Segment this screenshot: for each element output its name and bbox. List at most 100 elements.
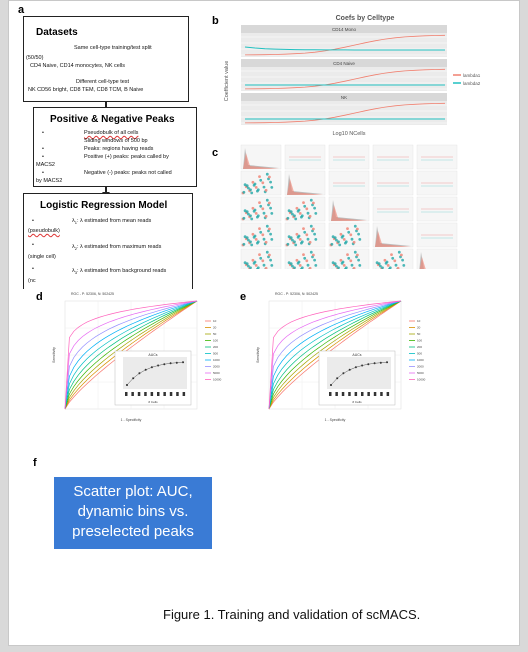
scatter-point (268, 253, 271, 257)
density (243, 153, 279, 169)
inset-tick (150, 392, 154, 396)
roc-curve (268, 300, 402, 410)
scatter-point (305, 233, 309, 237)
datasets-title: Datasets (36, 27, 78, 38)
scatter-point (245, 210, 249, 214)
pairs-cell (284, 222, 326, 248)
scatter-point (258, 227, 261, 230)
pairs-cell (328, 144, 370, 170)
density (419, 257, 426, 269)
scatter-point (247, 238, 250, 242)
scatter-point (357, 232, 360, 236)
peaks-b1: Pseudobulk of all cells (84, 130, 139, 136)
legend-lambda2: lambda2 (463, 81, 481, 86)
scatter-point (342, 238, 346, 241)
scatter-point (335, 264, 338, 268)
inset-tick (176, 392, 179, 396)
scatter-point (259, 178, 263, 182)
scatter-point (247, 264, 250, 268)
datasets-line1: Same cell-type training/test split (74, 45, 152, 51)
peaks-b4b: MACS2 (36, 162, 55, 168)
roc-legend-label: 10000 (417, 378, 426, 382)
datasets-line4: Different cell-type test (76, 79, 130, 85)
roc-curve (64, 300, 198, 410)
roc-curve (268, 300, 402, 410)
peaks-title: Positive & Negative Peaks (50, 114, 175, 125)
scatter-point (293, 240, 296, 244)
scatter-point (377, 262, 381, 266)
scatter-point (306, 263, 310, 267)
roc-curve (268, 300, 402, 410)
inset-tick (373, 392, 377, 396)
scatter-point (295, 232, 299, 236)
scatter-point (250, 217, 254, 221)
scatter-point (264, 240, 268, 244)
pairs-cell (328, 248, 370, 269)
scatter-point (251, 180, 255, 184)
pairs-cell (372, 170, 414, 196)
scatter-point (250, 243, 254, 247)
datasets-line3: CD4 Naive, CD14 monocytes, NK cells (30, 63, 126, 69)
pairs-cell (240, 196, 282, 222)
pairs-cell (416, 248, 458, 269)
coef-chart-xlabel: Log10 NCells (332, 131, 365, 137)
scatter-point (309, 224, 313, 228)
pairs-cell-bg (328, 222, 370, 248)
scatter-point (256, 214, 260, 218)
scatter-point (358, 264, 362, 267)
scatter-point (302, 227, 305, 230)
pairs-cell (240, 248, 282, 269)
bullet: • (42, 154, 44, 160)
facet-strip (241, 93, 447, 101)
scatter-point (337, 266, 340, 269)
roc-curve (64, 300, 198, 410)
roc-legend-label: 2000 (417, 365, 424, 369)
scatter-point (300, 240, 304, 244)
panel-label-a: a (18, 4, 25, 16)
scatter-point (243, 209, 247, 213)
pairs-cell (372, 248, 414, 269)
scatter-point (291, 212, 294, 216)
roc-legend-label: 10 (417, 319, 421, 323)
scatter-point (312, 253, 315, 257)
inset-tick (354, 392, 358, 396)
pairs-cell-bg (240, 222, 282, 248)
scatter-point (254, 186, 258, 189)
roc-legend-label: 50 (213, 332, 217, 336)
scatter-point (300, 214, 304, 218)
model-l2-text: : λ estimated from maximum reads (76, 244, 162, 250)
placeholder-line-3: preselected peaks (72, 523, 194, 540)
scatter-point (303, 204, 307, 208)
facet-strip (241, 25, 447, 33)
scatter-point (258, 175, 261, 178)
scatter-point (264, 266, 268, 269)
scatter-point (337, 240, 340, 244)
scatter-point (352, 240, 356, 244)
density (331, 205, 367, 221)
scatter-point (293, 266, 296, 269)
bullet: • (42, 130, 44, 136)
scatter-point (356, 253, 359, 257)
pairs-cell (372, 222, 414, 248)
scatter-point (312, 227, 315, 231)
scatter-point (247, 212, 250, 216)
scatter-point (265, 198, 269, 202)
roc-legend-label: 1000 (213, 358, 220, 362)
line-lambda2 (244, 46, 445, 51)
scatter-point (314, 212, 318, 215)
inset-tick (125, 392, 128, 396)
scatter-point (297, 234, 301, 238)
scatter-point (388, 266, 392, 269)
roc-chart-d: ROC - P: 52306, N: 502425 1 - Specificity… (52, 292, 222, 422)
panel-label-d: d (36, 291, 43, 303)
roc-curve (64, 300, 198, 410)
scatter-point (243, 183, 247, 187)
scatter-point (287, 261, 291, 265)
scatter-point (302, 201, 305, 204)
line-lambda1 (244, 34, 446, 56)
lambda-1: λ (72, 218, 75, 224)
inset-xlabel: # Cells (352, 400, 362, 404)
scatter-point (269, 258, 272, 262)
scatter-point (346, 227, 349, 230)
facet-strip (241, 59, 447, 67)
